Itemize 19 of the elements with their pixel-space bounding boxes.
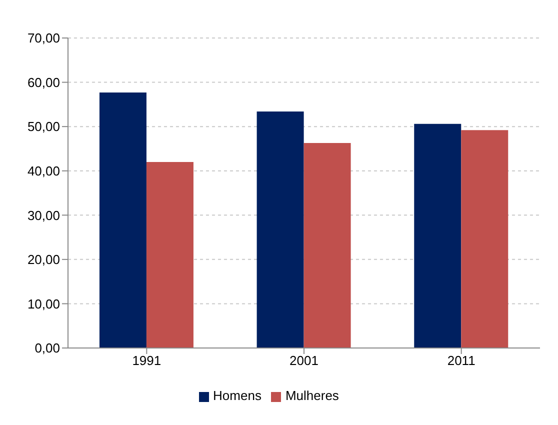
y-tick-label: 0,00 (34, 340, 60, 356)
bar (414, 124, 462, 348)
legend-label: Mulheres (285, 388, 339, 403)
y-tick-label: 10,00 (27, 296, 60, 312)
y-tick-label: 70,00 (27, 30, 60, 46)
x-tick-label: 1991 (132, 353, 162, 368)
y-tick-label: 60,00 (27, 74, 60, 90)
bar (146, 162, 194, 348)
bar (304, 142, 351, 348)
bar (461, 130, 508, 348)
legend-label: Homens (213, 388, 262, 403)
x-tick-label: 2001 (290, 353, 318, 368)
bar (99, 92, 146, 348)
y-tick-label: 40,00 (27, 163, 60, 178)
x-tick-label: 2011 (447, 353, 476, 368)
y-tick-label: 30,00 (27, 208, 60, 223)
bar (256, 112, 304, 348)
y-tick-label: 20,00 (27, 252, 60, 268)
y-tick-label: 50,00 (27, 119, 60, 134)
